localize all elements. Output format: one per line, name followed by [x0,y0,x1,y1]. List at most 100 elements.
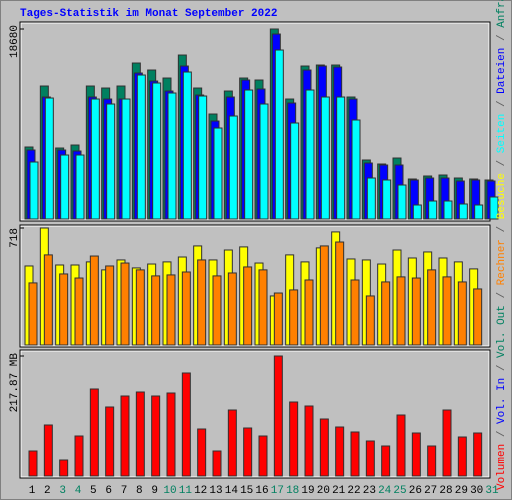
bar [474,204,484,220]
bar [89,388,99,477]
bar [197,259,207,346]
bar [427,445,437,477]
x-tick-label: 8 [136,485,143,497]
x-tick-label: 13 [209,485,222,497]
x-tick-label: 5 [90,485,97,497]
y-tick-label: 18680 [9,25,21,58]
x-tick-label: 15 [240,485,253,497]
x-tick-label: 16 [255,485,268,497]
bar [365,295,375,346]
bar [181,372,191,477]
bar [457,281,467,346]
x-tick-label: 12 [194,485,207,497]
bar [28,282,38,346]
bar [458,203,468,220]
bar [244,89,254,220]
bar [151,395,161,477]
y-tick-label: 217.87 MB [9,353,21,413]
bar [457,436,467,477]
bar [259,103,269,220]
x-tick-label: 25 [393,485,406,497]
bar [135,391,145,477]
bar [319,418,329,477]
x-tick-label: 2 [44,485,51,497]
legend: Volumen / Vol. In / Vol. Out / Rechner /… [496,0,508,490]
bar [29,161,39,220]
bar [136,74,146,220]
bar [152,82,162,220]
bar [258,435,268,477]
bar [336,96,346,220]
bar [105,406,115,477]
bar [473,288,483,346]
bar [75,154,85,220]
bar [181,271,191,346]
legend-separator: / [496,94,508,114]
bar [243,266,253,346]
bar [289,289,299,346]
legend-entry: Seiten [496,114,508,154]
bar [397,184,407,220]
bar [350,431,360,477]
bar [289,401,299,477]
x-tick-label: 3 [59,485,66,497]
bar [290,122,300,220]
panel-inner [20,225,490,347]
bar [212,275,222,346]
bar [59,273,69,346]
legend-separator: / [496,285,508,305]
bar [442,409,452,477]
x-tick-label: 9 [151,485,158,497]
bar [473,432,483,477]
bar [366,177,376,220]
bar [166,274,176,346]
bar [228,115,238,220]
bar [227,272,237,346]
legend-entry: Vol. In [496,378,508,424]
bar [182,71,192,220]
bar [43,254,53,346]
bar [427,269,437,346]
bar [319,245,329,346]
legend-entry: Rechner [496,239,508,285]
bar [305,89,315,220]
x-tick-label: 23 [363,485,376,497]
x-tick-label: 14 [225,485,239,497]
x-tick-label: 19 [301,485,314,497]
bar [90,98,100,220]
x-tick-label: 24 [378,485,392,497]
bar [443,200,453,220]
panel-inner [20,22,490,221]
bar [365,440,375,477]
bar [120,262,130,346]
bar [59,459,69,477]
legend-entry: Dateien [496,48,508,94]
bar [381,445,391,477]
bar [274,49,284,220]
bar [382,179,392,220]
bar [197,428,207,477]
x-tick-label: 11 [179,485,193,497]
bar [396,414,406,477]
legend-separator: / [496,153,508,173]
legend-separator: / [496,424,508,444]
x-tick-label: 29 [455,485,468,497]
legend-separator: / [496,28,508,48]
bar [412,204,422,220]
legend-entry: Vol. Out [496,305,508,358]
legend-entry: Volumen [496,444,508,490]
bar [273,292,283,346]
bar [167,92,177,220]
bar [273,355,283,477]
bar [121,98,131,220]
x-tick-label: 4 [75,485,82,497]
bar [212,450,222,477]
bar [489,196,499,220]
x-tick-label: 28 [439,485,452,497]
bar [411,277,421,346]
bar [350,279,360,346]
x-tick-label: 30 [470,485,483,497]
bar [198,95,208,220]
bar [151,275,161,346]
